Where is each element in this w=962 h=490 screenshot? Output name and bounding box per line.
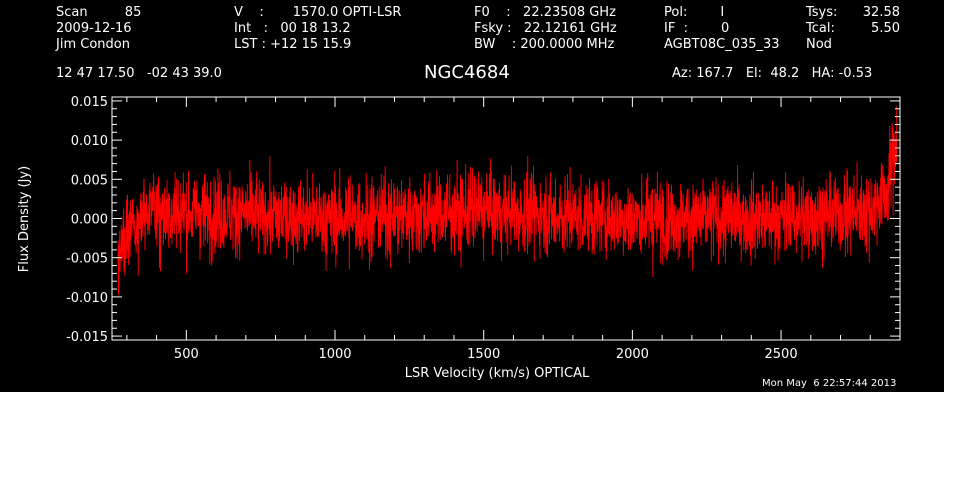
- tcal-label: Tcal:: [806, 21, 835, 36]
- x-axis-label: LSR Velocity (km/s) OPTICAL: [405, 366, 590, 381]
- plot-panel: Scan 85 2009-12-16 Jim Condon V : 1570.0…: [0, 0, 944, 392]
- sky-frequency: Fsky : 22.12161 GHz: [474, 21, 617, 36]
- y-axis-label: Flux Density (Jy): [17, 166, 32, 272]
- header-scan-info: Scan 85 2009-12-16 Jim Condon: [56, 6, 141, 54]
- header-pol-info: Pol: I IF : 0 AGBT08C_035_33: [664, 6, 780, 54]
- y-tick-label: 0.000: [71, 213, 108, 228]
- x-tick-label: 1000: [318, 347, 351, 362]
- header-velocity-info: V : 1570.0 OPTI-LSR Int : 00 18 13.2 LST…: [234, 6, 401, 54]
- y-tick-label: 0.015: [71, 95, 108, 110]
- y-tick-label: -0.010: [66, 291, 108, 306]
- y-tick-label: 0.005: [71, 173, 108, 188]
- header-frequency-info: F0 : 22.23508 GHz Fsky : 22.12161 GHz BW…: [474, 6, 617, 54]
- header-tsys-values: 32.58 5.50: [848, 6, 900, 54]
- rest-frequency: F0 : 22.23508 GHz: [474, 5, 616, 20]
- observation-date: 2009-12-16: [56, 21, 132, 36]
- x-tick-label: 500: [174, 347, 199, 362]
- source-coordinates: 12 47 17.50 -02 43 39.0: [56, 66, 222, 81]
- tsys-label: Tsys:: [806, 5, 838, 20]
- tcal-value: 5.50: [871, 21, 900, 36]
- x-tick-label: 2000: [616, 347, 649, 362]
- lst-value: LST : +12 15 15.9: [234, 37, 352, 52]
- spectrum-trace-layer: [117, 106, 898, 295]
- plot-timestamp: Mon May 6 22:57:44 2013: [762, 378, 897, 389]
- project-id: AGBT08C_035_33: [664, 37, 780, 52]
- tsys-value: 32.58: [862, 5, 900, 20]
- polarization: Pol: I: [664, 5, 725, 20]
- source-name: NGC4684: [424, 62, 510, 83]
- velocity-value: V : 1570.0 OPTI-LSR: [234, 5, 402, 20]
- observer-name: Jim Condon: [56, 37, 130, 52]
- y-tick-label: -0.005: [66, 252, 108, 267]
- if-number: IF : 0: [664, 21, 730, 36]
- x-tick-label: 2500: [765, 347, 798, 362]
- switching-mode: Nod: [806, 37, 832, 52]
- spectrum-chart: 500 1000 1500 2000 2500 -0.015 -0.010 -0.005 0.0…: [17, 95, 901, 381]
- axis-ticks: 500 1000 1500 2000 2500 -0.015 -0.010 -0.005 0.0…: [66, 95, 900, 362]
- y-tick-label: 0.010: [71, 134, 108, 149]
- spectrum-series-line: [117, 106, 898, 295]
- y-tick-label: -0.015: [66, 330, 108, 345]
- header-tsys-labels: Tsys: Tcal: Nod: [806, 6, 837, 54]
- pointing-info: Az: 167.7 El: 48.2 HA: -0.53: [672, 66, 873, 81]
- scan-number: Scan 85: [56, 5, 142, 20]
- bandwidth: BW : 200.0000 MHz: [474, 37, 615, 52]
- integration-time: Int : 00 18 13.2: [234, 21, 351, 36]
- x-tick-label: 1500: [467, 347, 500, 362]
